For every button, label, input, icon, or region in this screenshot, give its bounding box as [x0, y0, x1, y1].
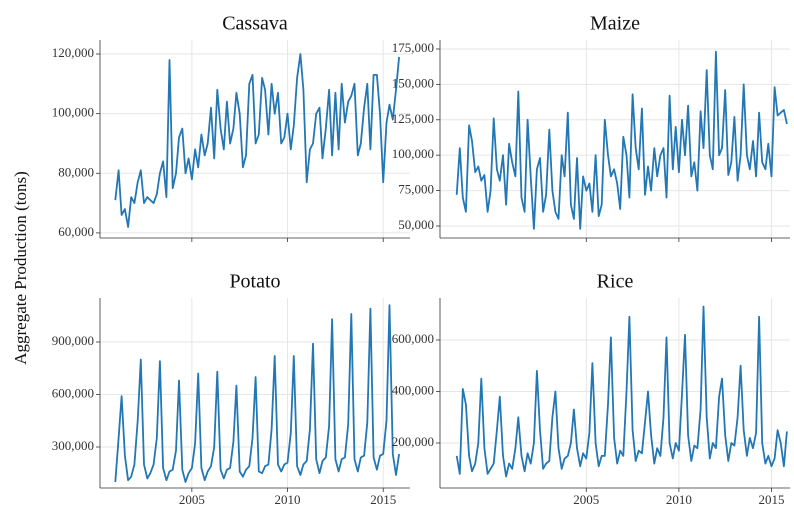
series-line: [114, 53, 400, 228]
panel-title: Rice: [597, 271, 634, 293]
y-tick-label: 300,000: [52, 438, 94, 453]
y-tick-label: 75,000: [398, 182, 434, 197]
y-tick-label: 900,000: [52, 333, 94, 348]
series-line: [114, 304, 400, 483]
x-tick-label: 2005: [179, 492, 205, 507]
x-tick-label: 2015: [758, 492, 784, 507]
series-line: [455, 305, 788, 478]
x-tick-label: 2015: [370, 492, 396, 507]
y-tick-label: 125,000: [392, 111, 434, 126]
y-tick-label: 600,000: [52, 385, 94, 400]
panel-title: Maize: [590, 13, 640, 35]
y-tick-label: 80,000: [58, 164, 94, 179]
y-axis-label: Aggregate Production (tons): [11, 171, 30, 365]
y-tick-label: 600,000: [392, 331, 434, 346]
panel-title: Cassava: [222, 13, 288, 35]
x-tick-label: 2010: [275, 492, 301, 507]
y-tick-label: 100,000: [392, 146, 434, 161]
y-tick-label: 175,000: [392, 40, 434, 55]
y-tick-label: 200,000: [392, 434, 434, 449]
y-tick-label: 150,000: [392, 75, 434, 90]
x-tick-label: 2005: [573, 492, 599, 507]
y-tick-label: 100,000: [52, 105, 94, 120]
x-tick-label: 2010: [666, 492, 692, 507]
y-tick-label: 120,000: [52, 45, 94, 60]
y-tick-label: 50,000: [398, 217, 434, 232]
panel-title: Potato: [229, 271, 280, 293]
y-tick-label: 400,000: [392, 382, 434, 397]
series-line: [455, 50, 788, 230]
y-tick-label: 60,000: [58, 224, 94, 239]
